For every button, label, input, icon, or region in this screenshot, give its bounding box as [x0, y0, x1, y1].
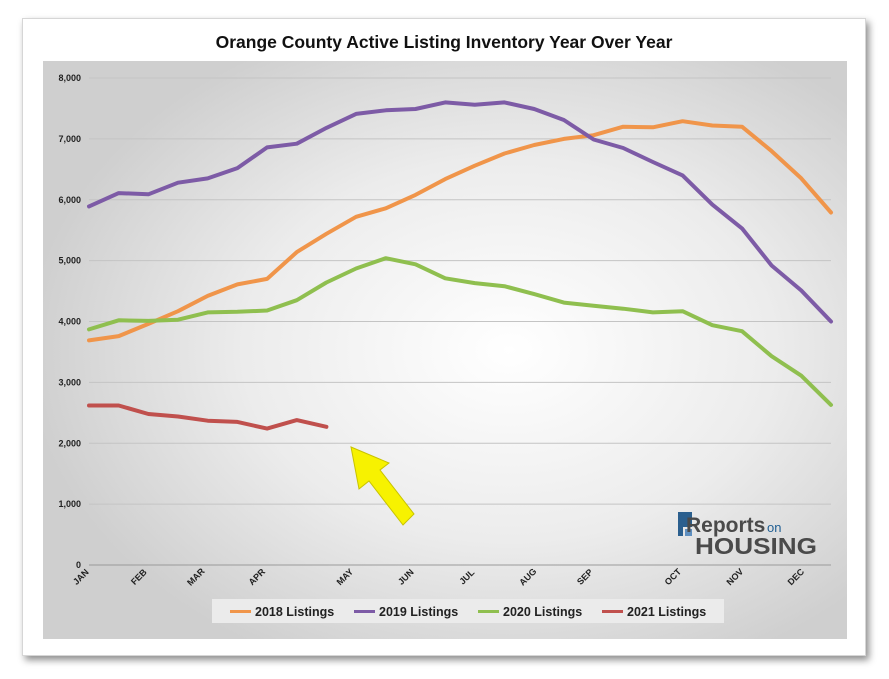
y-tick-label: 4,000	[58, 317, 81, 327]
legend-label-2021: 2021 Listings	[627, 605, 706, 619]
y-tick-label: 7,000	[58, 134, 81, 144]
chart-frame: Orange County Active Listing Inventory Y…	[22, 18, 866, 656]
legend-box	[212, 599, 724, 623]
legend-item-2018: 2018 Listings	[230, 605, 334, 619]
y-tick-label: 2,000	[58, 438, 81, 448]
annotation-arrow-shape	[350, 446, 415, 526]
legend-label-2019: 2019 Listings	[379, 605, 458, 619]
legend-label-2018: 2018 Listings	[255, 605, 334, 619]
chart-background	[43, 61, 847, 639]
legend-swatch-2018	[230, 610, 251, 613]
series-line-2019	[87, 100, 833, 324]
series-lines	[87, 100, 833, 431]
gridlines	[89, 77, 831, 566]
legend-swatch-2021	[602, 610, 623, 613]
chart-legend: 2018 Listings 2019 Listings 2020 Listing…	[212, 599, 724, 623]
y-tick-label: 8,000	[58, 73, 81, 83]
series-line-2021	[87, 403, 329, 431]
logo-reports-text: Reports	[686, 514, 765, 537]
legend-item-2019: 2019 Listings	[354, 605, 458, 619]
series-line-2020	[87, 256, 833, 407]
logo-on-text: on	[767, 520, 781, 535]
y-tick-label: 5,000	[58, 256, 81, 266]
chart-svg: 0 1,000 2,000 3,000 4,000 5,000 6,000 7,000 8,00…	[43, 61, 847, 639]
legend-swatch-2020	[478, 610, 499, 613]
y-tick-label: 1,000	[58, 499, 81, 509]
legend-label-2020: 2020 Listings	[503, 605, 582, 619]
logo-house-icon	[678, 512, 692, 536]
annotation-arrow	[350, 446, 415, 526]
series-line-2018	[87, 119, 833, 343]
y-tick-label: 3,000	[58, 377, 81, 387]
legend-item-2020: 2020 Listings	[478, 605, 582, 619]
legend-swatch-2019	[354, 610, 375, 613]
y-axis-ticks: 0 1,000 2,000 3,000 4,000 5,000 6,000 7,000 8,00…	[58, 73, 81, 570]
legend-item-2021: 2021 Listings	[602, 605, 706, 619]
logo-housing-text: HOUSING	[695, 533, 817, 559]
chart-title: Orange County Active Listing Inventory Y…	[215, 32, 673, 52]
y-tick-label: 6,000	[58, 195, 81, 205]
reports-on-housing-logo: Reports on HOUSING	[678, 512, 817, 559]
y-tick-label: 0	[76, 560, 81, 570]
